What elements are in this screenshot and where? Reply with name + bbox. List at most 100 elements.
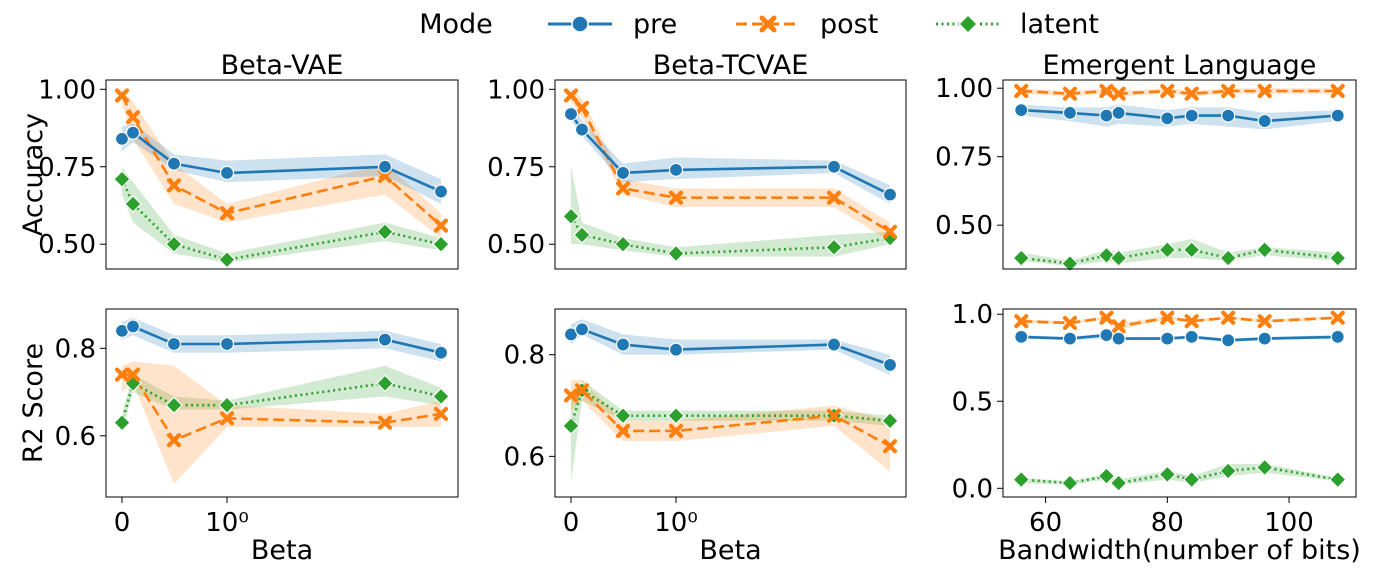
point-pre: [668, 342, 684, 357]
point-latent: [1328, 470, 1347, 489]
point-latent: [825, 238, 843, 257]
point-post: [1014, 83, 1029, 99]
point-post: [1184, 314, 1199, 329]
y-tick-label: 0.0: [952, 474, 993, 504]
point-post: [1099, 83, 1114, 99]
legend-label-pre: pre: [633, 9, 677, 40]
point-post: [563, 88, 579, 103]
point-pre: [219, 336, 235, 352]
point-pre: [1160, 111, 1175, 126]
point-pre: [1099, 108, 1114, 123]
point-pre: [377, 332, 393, 347]
point-latent: [1109, 249, 1128, 267]
point-post: [433, 406, 449, 422]
point-pre: [1257, 331, 1272, 346]
x-tick-label: 80: [1151, 508, 1184, 538]
point-latent: [218, 250, 236, 269]
y-tick-label: 0.50: [487, 230, 545, 260]
y-tick-label: 1.0: [952, 300, 993, 330]
point-post: [882, 224, 898, 239]
point-post: [1184, 86, 1199, 101]
point-latent: [562, 417, 580, 435]
legend-label-latent: latent: [1020, 9, 1099, 40]
point-pre: [166, 336, 182, 352]
point-post: [114, 367, 130, 382]
point-pre: [882, 357, 898, 372]
point-pre: [826, 337, 842, 352]
y-axis-label: Accuracy: [18, 113, 49, 236]
point-latent: [1182, 470, 1201, 489]
band-post: [1021, 88, 1338, 97]
point-pre: [1330, 329, 1345, 344]
legend: Mode pre post latent: [419, 9, 1099, 40]
point-latent: [562, 207, 580, 226]
point-post: [615, 181, 631, 196]
point-latent: [1012, 249, 1031, 267]
x-tick-label: 10⁰: [205, 508, 249, 538]
legend-title: Mode: [419, 9, 493, 40]
y-tick-label: 0.5: [952, 387, 993, 417]
band-latent: [122, 365, 441, 432]
point-latent: [432, 235, 450, 254]
legend-entry-post: post: [736, 9, 878, 40]
point-pre: [1062, 331, 1078, 346]
band-post: [122, 361, 441, 484]
point-pre: [1221, 108, 1236, 123]
point-post: [668, 423, 684, 439]
x-axis-label: Beta: [251, 535, 313, 566]
point-latent: [1097, 246, 1116, 265]
y-tick-label: 0.8: [504, 341, 545, 371]
point-latent: [1255, 240, 1274, 259]
point-post: [1330, 83, 1345, 99]
x-tick-label: 100: [1264, 508, 1314, 538]
point-post: [1111, 86, 1126, 101]
point-pre: [1099, 328, 1114, 343]
panel-3: 0.50 0.75 1.00 Emergent Language: [935, 50, 1357, 273]
y-tick-label: 1.00: [487, 75, 545, 105]
point-post: [125, 110, 141, 125]
point-pre: [1330, 108, 1345, 123]
point-latent: [573, 226, 591, 244]
series-line-latent: [1021, 248, 1338, 265]
point-pre: [574, 322, 590, 337]
point-pre: [433, 184, 449, 199]
panel-title: Beta-TCVAE: [653, 50, 809, 81]
point-pre: [1111, 331, 1126, 346]
axes-frame: [1002, 79, 1357, 270]
point-pre: [1014, 103, 1029, 118]
series-line-post: [570, 94, 891, 233]
point-post: [826, 190, 842, 205]
point-latent: [432, 387, 450, 406]
point-pre: [166, 156, 182, 171]
point-pre: [377, 159, 393, 174]
point-latent: [667, 244, 685, 263]
point-pre: [114, 131, 130, 146]
point-pre: [1221, 333, 1236, 348]
axes-frame: [105, 308, 459, 498]
point-pre: [1111, 105, 1126, 120]
x-axis-label: Bandwidth(number of bits): [998, 535, 1361, 566]
y-tick-label: 0.50: [38, 230, 96, 260]
point-latent: [113, 413, 131, 432]
point-latent: [1061, 474, 1079, 492]
point-post: [219, 206, 235, 221]
legend-entry-latent: latent: [936, 9, 1099, 40]
legend-marker-latent: [957, 13, 979, 35]
band-pre: [122, 123, 441, 204]
series-line-latent: [569, 388, 891, 427]
y-tick-label: 0.75: [38, 153, 96, 183]
point-post: [166, 433, 182, 448]
point-latent: [614, 406, 632, 425]
y-tick-label: 0.75: [935, 143, 993, 173]
point-latent: [881, 411, 899, 430]
band-latent: [1021, 238, 1338, 267]
point-pre: [563, 106, 579, 122]
point-latent: [376, 374, 394, 393]
point-post: [574, 100, 590, 115]
legend-label-post: post: [820, 9, 878, 40]
point-pre: [1014, 329, 1029, 344]
band-pre: [122, 317, 441, 362]
point-post: [377, 415, 393, 430]
